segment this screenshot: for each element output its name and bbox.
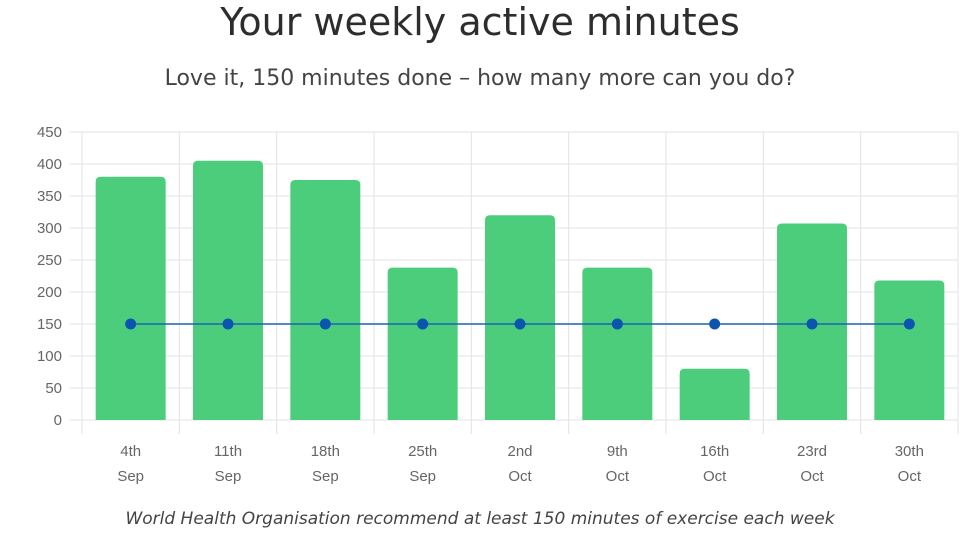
x-tick-label-month: Sep	[215, 468, 242, 485]
y-tick-label: 50	[45, 380, 62, 397]
target-point	[903, 318, 915, 330]
y-tick-label: 400	[37, 156, 62, 173]
bar	[874, 280, 945, 420]
x-tick-label-month: Oct	[508, 468, 532, 485]
target-point	[319, 318, 331, 330]
x-tick-label-day: 18th	[311, 443, 340, 460]
x-tick-label-month: Oct	[898, 468, 922, 485]
y-tick-label: 450	[37, 124, 62, 141]
y-tick-label: 250	[37, 252, 62, 269]
x-tick-label-month: Sep	[312, 468, 339, 485]
x-tick-label-day: 23rd	[797, 443, 827, 460]
x-tick-label-day: 4th	[120, 443, 141, 460]
x-tick-label-month: Sep	[117, 468, 144, 485]
who-recommendation-note: World Health Organisation recommend at l…	[125, 509, 835, 529]
chart-title: Your weekly active minutes	[220, 0, 740, 44]
x-tick-label-day: 11th	[214, 443, 242, 460]
bar	[290, 180, 361, 420]
bar	[582, 267, 653, 420]
y-tick-label: 150	[37, 316, 62, 333]
y-tick-label: 0	[54, 412, 62, 429]
x-tick-label-day: 30th	[895, 443, 924, 460]
y-tick-label: 350	[37, 188, 62, 205]
x-tick-label-day: 25th	[408, 443, 437, 460]
y-tick-label: 300	[37, 220, 62, 237]
y-tick-label: 100	[37, 348, 62, 365]
chart-subtitle: Love it, 150 minutes done – how many mor…	[164, 66, 796, 91]
target-point	[806, 318, 818, 330]
target-point	[417, 318, 429, 330]
target-point	[709, 318, 721, 330]
bar	[387, 267, 458, 420]
x-tick-label-month: Oct	[606, 468, 630, 485]
bar	[193, 160, 263, 421]
x-tick-label-day: 2nd	[507, 443, 532, 460]
target-point	[514, 318, 526, 330]
target-point	[125, 318, 137, 330]
x-tick-label-day: 9th	[607, 443, 628, 460]
bar	[485, 215, 555, 420]
x-tick-label-month: Oct	[800, 468, 824, 485]
bar	[95, 176, 166, 420]
x-tick-label-month: Sep	[409, 468, 436, 485]
target-point	[222, 318, 234, 330]
x-tick-label-day: 16th	[700, 443, 729, 460]
bar	[679, 368, 750, 420]
y-tick-label: 200	[37, 284, 62, 301]
x-tick-label-month: Oct	[703, 468, 727, 485]
target-point	[611, 318, 623, 330]
